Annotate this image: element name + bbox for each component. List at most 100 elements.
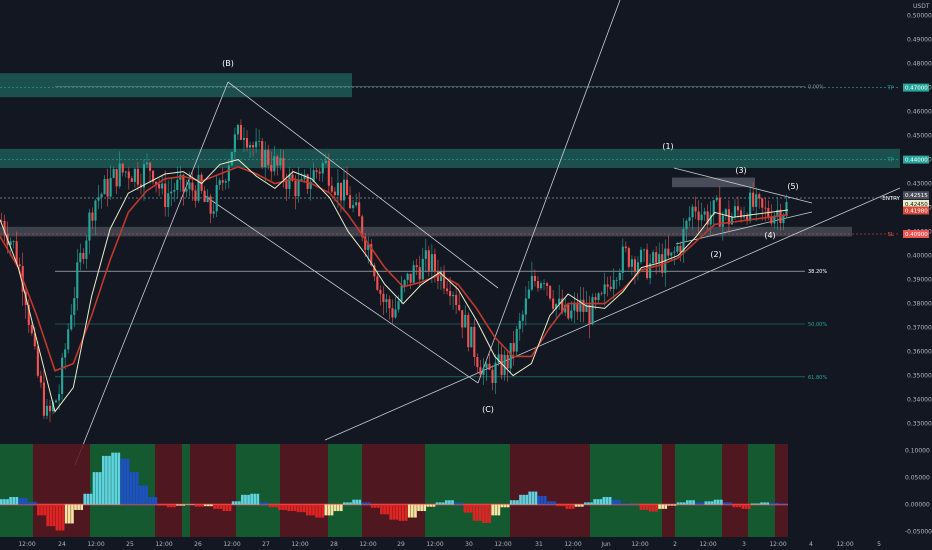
candle-body	[194, 190, 197, 201]
osc-bar	[775, 502, 779, 505]
candle-body	[303, 174, 306, 180]
candle-body	[479, 367, 482, 375]
candle-body	[449, 291, 452, 297]
candle-body	[521, 314, 524, 321]
osc-bar	[126, 458, 130, 505]
osc-bar	[516, 500, 519, 505]
osc-bar	[40, 504, 43, 516]
candle-body	[100, 194, 103, 198]
candle-body	[491, 369, 494, 383]
osc-bar	[441, 502, 445, 505]
osc-bar	[738, 504, 742, 508]
osc-bar	[392, 504, 396, 520]
osc-bar	[435, 502, 439, 505]
osc-bar	[741, 504, 745, 509]
osc-bar	[333, 504, 337, 512]
osc-bar	[707, 501, 711, 505]
trendline-long-support[interactable]	[324, 187, 901, 441]
candle-body	[367, 244, 370, 250]
osc-bar	[108, 455, 111, 505]
osc-bar	[410, 504, 414, 518]
osc-bar	[30, 501, 34, 505]
osc-bar	[120, 458, 124, 505]
osc-bar	[222, 504, 226, 512]
tp2-tag-label: TP	[886, 158, 894, 164]
candle-body	[264, 149, 267, 168]
candle-body	[615, 280, 618, 281]
osc-bar	[608, 496, 612, 505]
osc-bar	[747, 504, 751, 509]
candle-body	[385, 299, 388, 303]
candle-body	[258, 141, 261, 142]
osc-bar	[111, 452, 114, 505]
osc-bar	[265, 502, 269, 505]
osc-bar	[457, 502, 461, 505]
last-price-tag-price: 0.42515	[905, 193, 928, 199]
osc-bar	[602, 496, 606, 505]
osc-bar	[92, 472, 96, 505]
osc-bar	[213, 504, 216, 509]
osc-bar	[506, 504, 510, 508]
candle-body	[200, 174, 203, 191]
candle-body	[315, 170, 318, 172]
ema-slow-tag-box	[903, 206, 929, 215]
price-tick-label: 0.33000	[907, 421, 932, 428]
osc-bar	[185, 504, 189, 505]
candle-body	[39, 375, 42, 383]
candle-body	[306, 174, 309, 189]
osc-bar	[380, 504, 383, 515]
osc-bar	[426, 504, 430, 507]
trendline-channel-upper[interactable]	[227, 81, 499, 289]
osc-bar	[216, 504, 220, 509]
osc-bar	[568, 504, 572, 509]
candle-body	[85, 240, 88, 259]
candle-body	[124, 171, 127, 173]
candle-body	[76, 262, 79, 299]
oscillator-axis[interactable]: 0.10000 0.05000 0.00000 -0.05000	[905, 447, 932, 535]
osc-bar	[682, 502, 686, 505]
trendline-fan-left[interactable]	[74, 81, 229, 466]
osc-bar	[407, 504, 411, 518]
candle-body	[294, 180, 297, 197]
trendline-long-steep[interactable]	[477, 0, 621, 384]
osc-bar	[689, 500, 692, 505]
candle-body	[715, 197, 718, 201]
osc-bar	[550, 501, 553, 505]
osc-bar	[584, 502, 587, 505]
time-tick-label: 4	[809, 541, 813, 548]
osc-bar	[18, 498, 22, 505]
osc-bar	[370, 504, 374, 508]
time-tick-label: 26	[194, 541, 202, 548]
osc-bar	[652, 504, 655, 512]
time-axis[interactable]: 12:00 24 12:00 25 12:00 26 12:00 27 12:00 28 12:00…	[18, 541, 881, 548]
candle-body	[27, 304, 30, 326]
osc-bar	[599, 499, 603, 505]
osc-bar	[472, 504, 476, 521]
candle-body	[770, 216, 773, 224]
triangle-upper-line[interactable]	[673, 167, 813, 204]
osc-bar	[284, 504, 287, 510]
osc-bar	[154, 496, 158, 505]
osc-bar	[713, 499, 717, 505]
osc-bar	[80, 504, 84, 510]
osc-bar	[512, 500, 516, 505]
osc-bar	[763, 502, 766, 505]
candle-body	[252, 144, 255, 148]
trendline-channel-lower[interactable]	[204, 195, 479, 384]
osc-bar	[478, 504, 482, 521]
time-tick-label: 2	[673, 541, 677, 548]
entry-label: ENTRY	[882, 196, 900, 202]
candle-body	[333, 191, 336, 196]
osc-bar	[781, 503, 785, 505]
osc-bar	[664, 504, 668, 509]
osc-bar	[151, 496, 155, 505]
osc-bar	[744, 504, 748, 509]
osc-bar	[373, 504, 377, 508]
time-tick-label: 24	[58, 541, 66, 548]
osc-tick-label: -0.05000	[905, 529, 932, 536]
candle-body	[630, 259, 633, 267]
candle-body	[182, 174, 185, 192]
osc-bar	[528, 491, 532, 505]
osc-bar	[587, 502, 590, 505]
